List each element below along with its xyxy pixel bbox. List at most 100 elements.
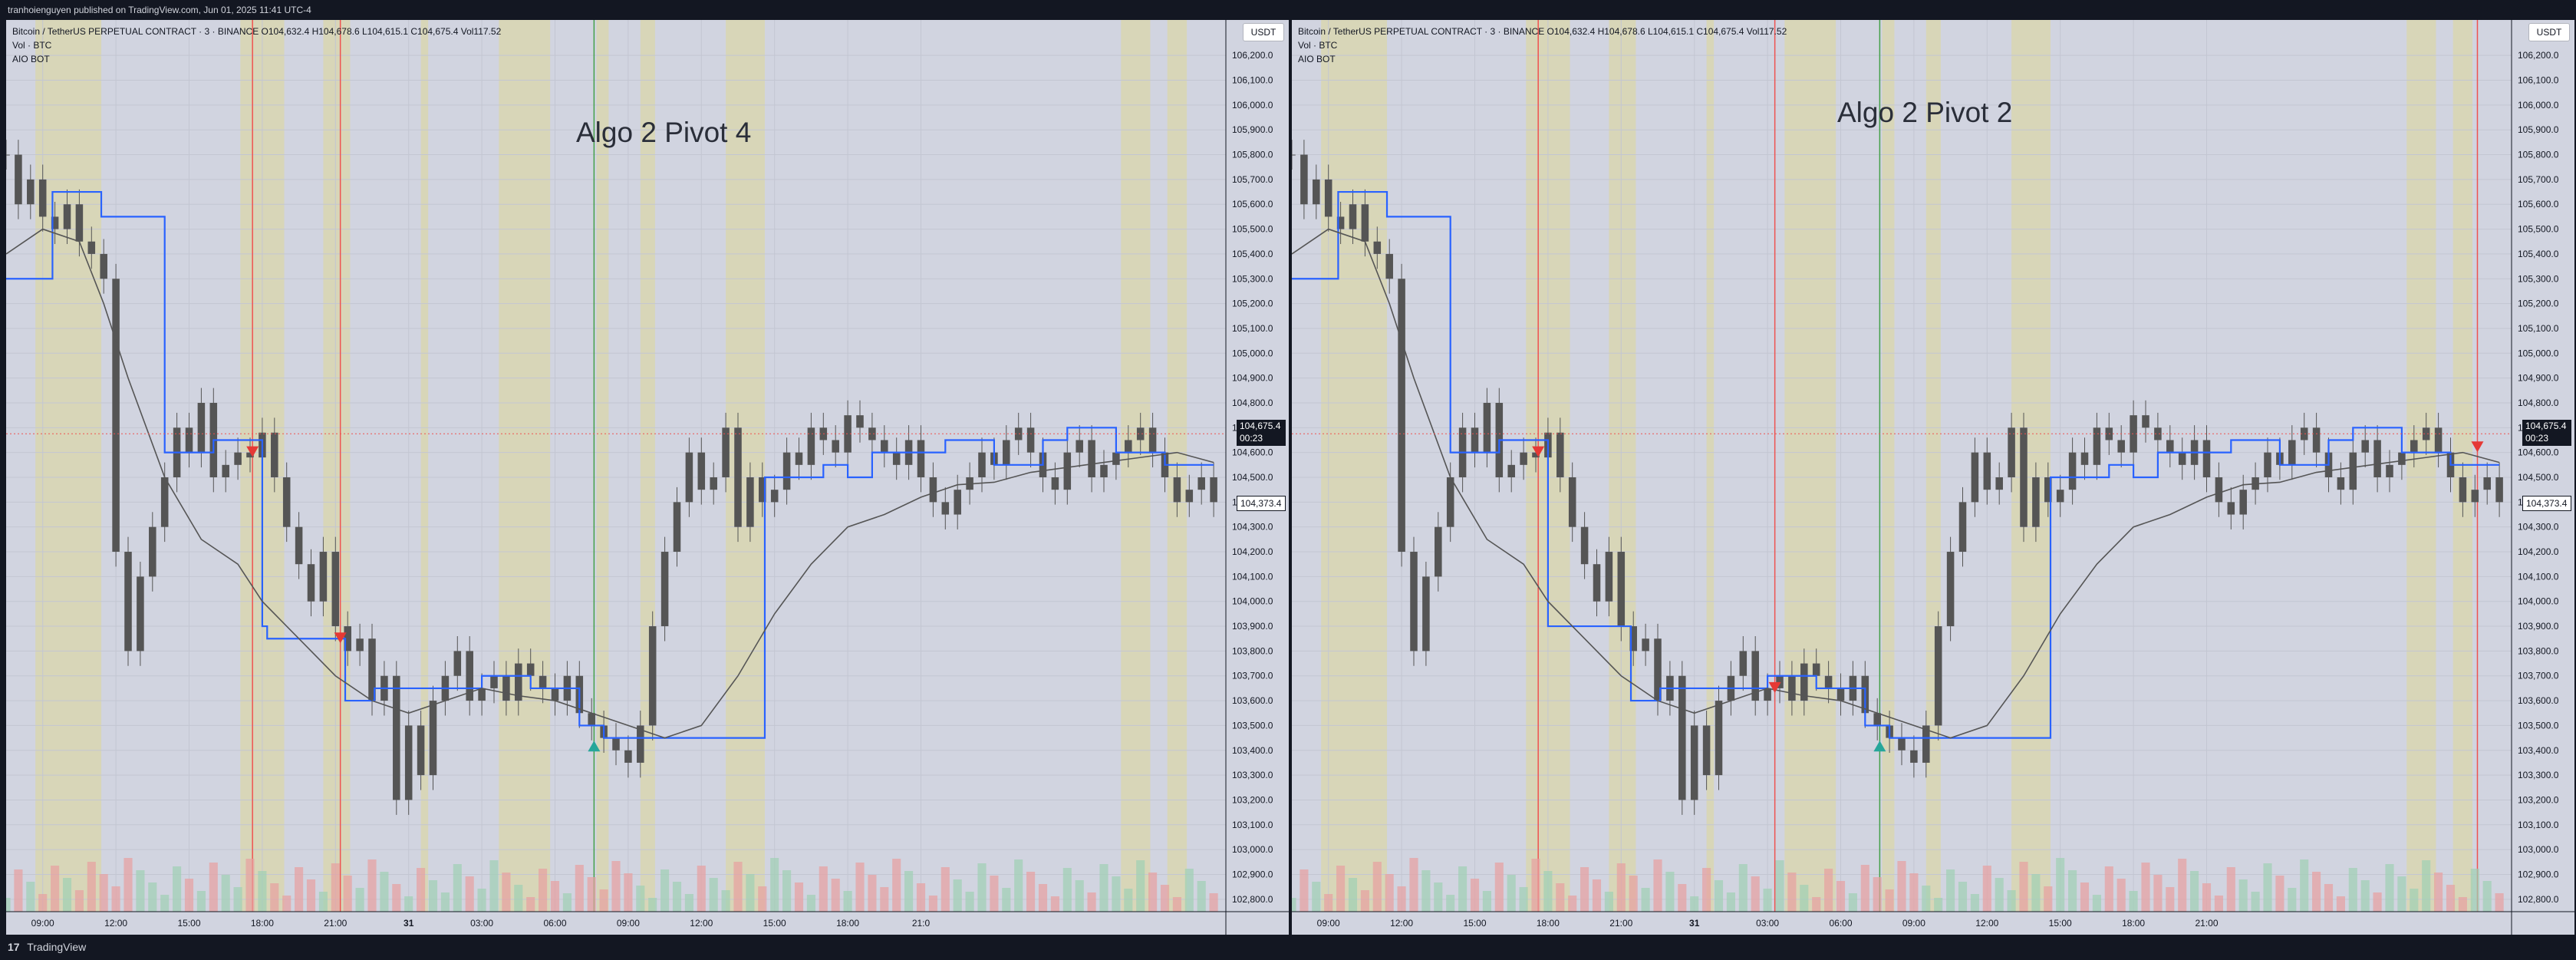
chart-title: Algo 2 Pivot 2	[1837, 97, 2013, 128]
volume-bar	[1446, 895, 1455, 912]
volume-bar	[306, 879, 316, 912]
y-tick-label: 105,100.0	[2518, 323, 2559, 334]
candle-body	[1532, 452, 1540, 458]
volume-bar	[1112, 876, 1121, 912]
ma-line	[1292, 228, 2500, 739]
candle-body	[2178, 452, 2186, 465]
candle-body	[429, 701, 437, 776]
symbol-line[interactable]: Bitcoin / TetherUS PERPETUAL CONTRACT · …	[1298, 26, 1787, 37]
candle-body	[2239, 490, 2247, 515]
y-tick-label: 105,800.0	[2518, 150, 2559, 160]
volume-bar	[1336, 866, 1346, 912]
x-tick-label: 21:00	[1609, 918, 1632, 929]
candle-body	[282, 477, 291, 527]
candle-body	[478, 688, 486, 701]
session-band	[2406, 20, 2436, 912]
currency-button[interactable]: USDT	[1243, 23, 1284, 41]
volume-bar	[575, 865, 584, 912]
candle-body	[2032, 477, 2040, 527]
candle-body	[1898, 737, 1906, 751]
volume-bar	[1934, 898, 1943, 912]
candle-body	[856, 415, 864, 428]
volume-bar	[2495, 893, 2504, 912]
volume-bar	[940, 867, 950, 912]
volume-bar	[2275, 876, 2284, 912]
y-tick-label: 104,300.0	[2518, 522, 2559, 533]
bot-label[interactable]: AIO BOT	[12, 54, 50, 64]
y-tick-label: 102,800.0	[1232, 894, 1273, 905]
bot-label[interactable]: AIO BOT	[1298, 54, 1336, 64]
candle-body	[1593, 564, 1601, 602]
candle-body	[1934, 626, 1942, 726]
y-tick-label: 106,000.0	[1232, 100, 1273, 111]
legend-left: Bitcoin / TetherUS PERPETUAL CONTRACT · …	[12, 25, 501, 66]
volume-bar	[2141, 863, 2150, 912]
chart-svg-left[interactable]: 106,200.0 106,100.0 106,000.0 105,900.0 105,…	[6, 20, 1289, 935]
candle-body	[404, 725, 413, 800]
volume-bar	[1494, 863, 1504, 912]
candle-body	[515, 663, 522, 701]
volume-bar	[1434, 882, 1443, 912]
volume-bar	[855, 863, 865, 912]
candle-body	[2202, 440, 2211, 477]
candle-body	[710, 477, 717, 490]
y-tick-label: 103,100.0	[2518, 820, 2559, 830]
session-band	[420, 20, 429, 912]
pivot-line	[1292, 190, 2500, 739]
symbol-line[interactable]: Bitcoin / TetherUS PERPETUAL CONTRACT · …	[12, 26, 502, 37]
volume-bar	[1970, 894, 1979, 912]
volume-bar	[245, 859, 255, 912]
y-tick-label: 105,400.0	[2518, 249, 2559, 259]
candle-body	[1580, 526, 1589, 565]
candle-body	[1507, 464, 1515, 477]
candle-body	[526, 663, 535, 676]
volume-bar	[904, 871, 914, 912]
volume-bar	[1409, 858, 1418, 912]
candle-body	[1958, 502, 1967, 553]
volume-bar	[1458, 866, 1468, 912]
candle-body	[2020, 427, 2028, 527]
volume-bar	[209, 863, 218, 912]
brand-name[interactable]: TradingView	[27, 941, 87, 953]
candle-body	[1385, 253, 1393, 279]
volume-bar	[2129, 891, 2138, 912]
volume-bar	[1738, 864, 1748, 912]
y-tick-label: 103,600.0	[2518, 695, 2559, 706]
y-tick-label: 103,400.0	[1232, 745, 1273, 756]
chart-panel-right[interactable]: 106,200.0 106,100.0 106,000.0 105,900.0 105,…	[1292, 20, 2574, 935]
y-tick-label: 105,100.0	[1232, 323, 1273, 334]
y-tick-label: 104,000.0	[2518, 596, 2559, 607]
candle-body	[1483, 402, 1491, 453]
y-tick-label: 104,500.0	[2518, 472, 2559, 483]
volume-label[interactable]: Vol · BTC	[12, 40, 52, 51]
candle-body	[1446, 477, 1454, 527]
volume-label[interactable]: Vol · BTC	[1298, 40, 1338, 51]
session-band	[1321, 20, 1388, 912]
volume-bar	[355, 888, 364, 912]
volume-bar	[721, 890, 730, 912]
y-tick-label: 104,900.0	[2518, 373, 2559, 384]
y-tick-label: 105,000.0	[2518, 348, 2559, 358]
x-tick-label: 09:00	[1902, 918, 1925, 929]
volume-bar	[2007, 890, 2016, 912]
tradingview-logo-icon[interactable]: 17	[8, 941, 20, 953]
volume-bar	[2044, 886, 2053, 912]
candle-body	[1629, 626, 1637, 652]
candle-body	[2483, 477, 2491, 490]
volume-bar	[38, 894, 48, 912]
volume-bar	[1775, 860, 1784, 912]
volume-bar	[2434, 873, 2443, 912]
volume-bar	[380, 872, 389, 912]
currency-button[interactable]: USDT	[2528, 23, 2570, 41]
chart-panel-left[interactable]: 106,200.0 106,100.0 106,000.0 105,900.0 105,…	[6, 20, 1289, 935]
volume-bar	[2214, 896, 2223, 912]
candle-body	[685, 452, 693, 503]
volume-bar	[1641, 888, 1650, 912]
session-band	[596, 20, 609, 912]
candle-body	[75, 204, 84, 242]
chart-svg-right[interactable]: 106,200.0 106,100.0 106,000.0 105,900.0 105,…	[1292, 20, 2574, 935]
volume-bar	[2251, 892, 2260, 912]
volume-bar	[1922, 886, 1931, 912]
volume-bar	[465, 876, 474, 912]
volume-bar	[1300, 869, 1309, 912]
